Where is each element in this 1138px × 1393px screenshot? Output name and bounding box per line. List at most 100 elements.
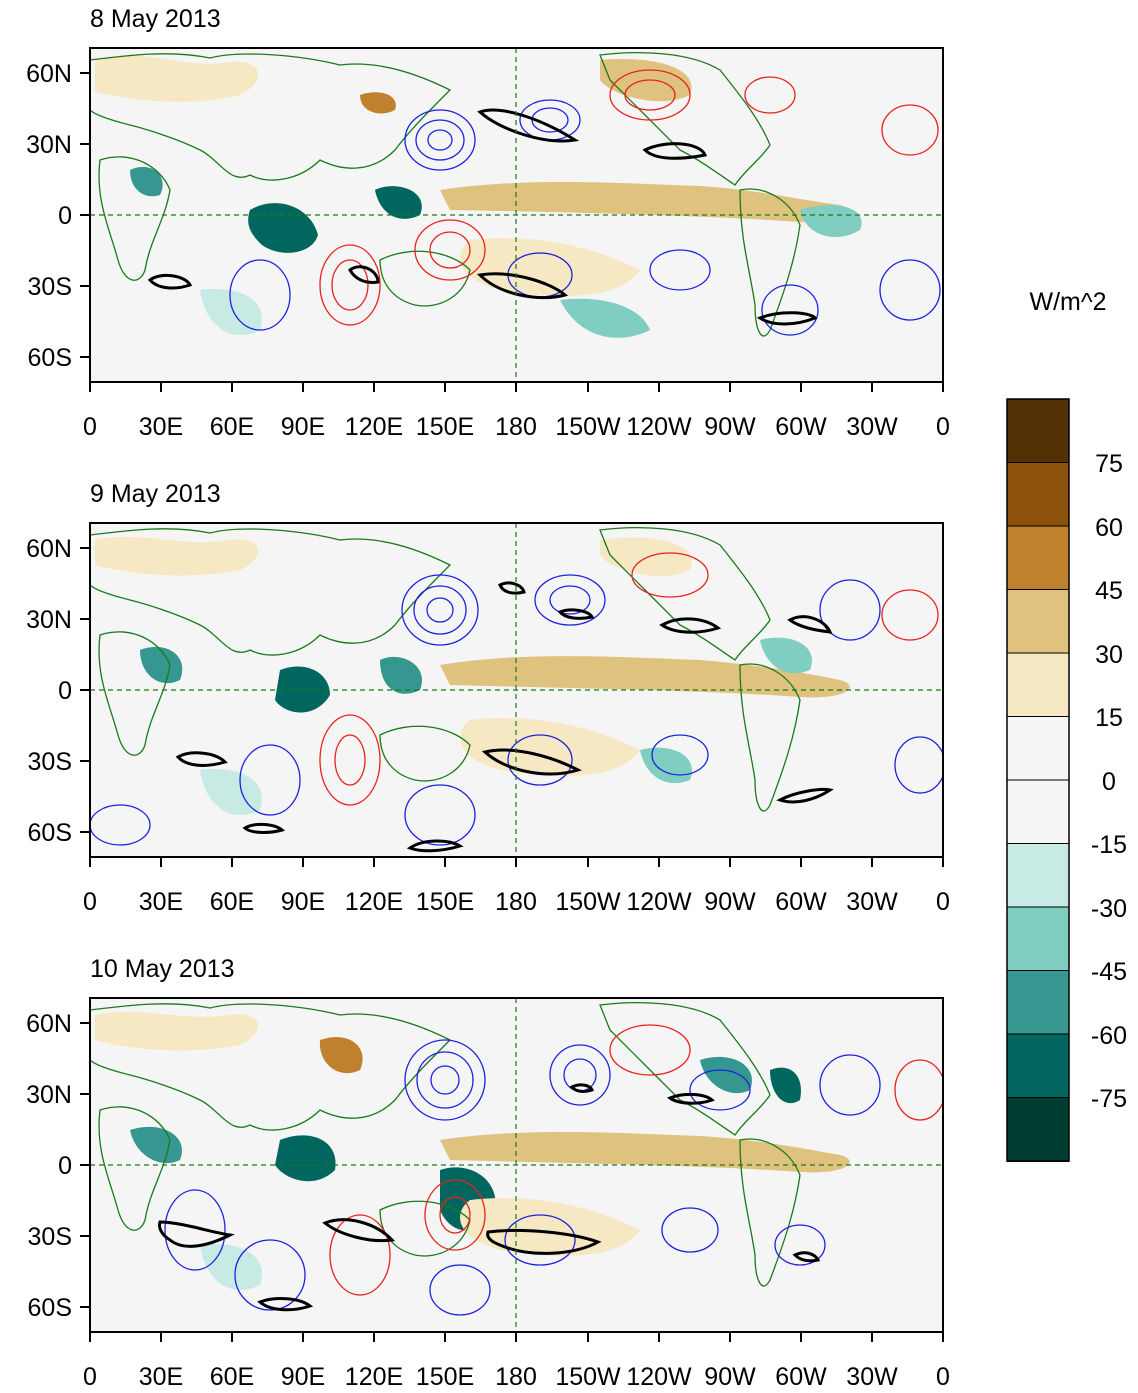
- lat-label: 60S: [28, 344, 72, 372]
- lat-label: 30S: [28, 1223, 72, 1251]
- lon-label: 30E: [139, 413, 183, 441]
- lat-ticks: [80, 547, 90, 833]
- lon-ticks: [89, 857, 944, 867]
- lon-label: 0: [936, 888, 950, 916]
- lat-label: 60N: [26, 1010, 72, 1038]
- colorbar-swatch: [1006, 652, 1070, 718]
- lon-ticks: [89, 382, 944, 392]
- colorbar-swatch: [1006, 1033, 1070, 1099]
- lon-label: 30E: [139, 888, 183, 916]
- lon-label: 90E: [281, 1363, 325, 1391]
- colorbar-swatch: [1006, 462, 1070, 527]
- colorbar-label: -45: [1091, 958, 1127, 986]
- lat-label: 0: [58, 677, 72, 705]
- lon-ticks: [89, 1332, 944, 1342]
- lon-label: 120E: [345, 413, 403, 441]
- colorbar-label: 0: [1102, 768, 1116, 796]
- land-layer: [90, 52, 801, 337]
- lon-label: 0: [83, 413, 97, 441]
- lat-labels: 60N 30N 0 30S 60S: [26, 535, 72, 847]
- lon-label: 120W: [626, 413, 692, 441]
- map-area: [90, 998, 943, 1332]
- lon-label: 90W: [704, 1363, 756, 1391]
- lat-label: 30S: [28, 273, 72, 301]
- lat-ticks: [80, 72, 90, 358]
- lon-label: 0: [83, 1363, 97, 1391]
- map-panel-2: 9 May 2013: [26, 480, 950, 916]
- colorbar-label: 30: [1095, 641, 1123, 669]
- lat-label: 60S: [28, 1294, 72, 1322]
- lon-label: 150E: [416, 888, 474, 916]
- lon-labels: 0 30E 60E 90E 120E 150E 180 150W 120W 90…: [83, 1363, 950, 1391]
- lon-labels: 0 30E 60E 90E 120E 150E 180 150W 120W 90…: [83, 888, 950, 916]
- lat-label: 60N: [26, 535, 72, 563]
- lon-label: 180: [495, 888, 537, 916]
- lon-label: 150E: [416, 413, 474, 441]
- reference-lines: [90, 523, 943, 857]
- lon-label: 150W: [555, 1363, 621, 1391]
- lat-labels: 60N 30N 0 30S 60S: [26, 60, 72, 372]
- lon-label: 90E: [281, 888, 325, 916]
- colorbar-swatch: [1006, 525, 1070, 591]
- lon-label: 60W: [775, 1363, 827, 1391]
- lon-label: 90E: [281, 413, 325, 441]
- lon-label: 60E: [210, 413, 254, 441]
- colorbar-labels: 75 60 45 30 15 0 -15 -30 -45 -60 -75: [1091, 450, 1127, 1113]
- colorbar-swatch: [1006, 970, 1070, 1035]
- panel-title: 9 May 2013: [90, 480, 221, 508]
- shading-layer: [95, 55, 862, 338]
- colorbar-label: 45: [1095, 577, 1123, 605]
- lon-label: 120E: [345, 1363, 403, 1391]
- lat-label: 0: [58, 202, 72, 230]
- lon-label: 180: [495, 413, 537, 441]
- land-layer: [90, 1002, 801, 1287]
- colorbar-label: -75: [1091, 1085, 1127, 1113]
- lon-label: 60W: [775, 888, 827, 916]
- reference-lines: [90, 998, 943, 1332]
- colorbar-swatch: [1006, 779, 1070, 845]
- colorbar-units: W/m^2: [1029, 288, 1106, 316]
- contour-layer: [147, 69, 941, 336]
- lon-label: 30W: [846, 1363, 898, 1391]
- colorbar-label: -60: [1091, 1022, 1127, 1050]
- lon-label: 150W: [555, 413, 621, 441]
- contour-layer: [158, 1024, 943, 1316]
- lon-label: 120W: [626, 888, 692, 916]
- colorbar-label: -30: [1091, 895, 1127, 923]
- colorbar-swatch: [1006, 843, 1070, 908]
- map-area: [90, 48, 943, 382]
- colorbar-swatch: [1006, 398, 1070, 464]
- lat-label: 0: [58, 1152, 72, 1180]
- lon-label: 30W: [846, 888, 898, 916]
- lat-label: 60N: [26, 60, 72, 88]
- lon-label: 120W: [626, 1363, 692, 1391]
- lon-label: 150E: [416, 1363, 474, 1391]
- land-layer: [90, 527, 801, 812]
- colorbar-swatch: [1006, 589, 1070, 654]
- lon-label: 180: [495, 1363, 537, 1391]
- map-area: [90, 523, 943, 857]
- lat-label: 30S: [28, 748, 72, 776]
- colorbar-label: 15: [1095, 704, 1123, 732]
- lon-label: 60E: [210, 888, 254, 916]
- reference-lines: [90, 48, 943, 382]
- colorbar-swatches: [1006, 398, 1070, 1162]
- lon-label: 90W: [704, 888, 756, 916]
- lon-label: 120E: [345, 888, 403, 916]
- colorbar-label: 60: [1095, 514, 1123, 542]
- lon-label: 0: [83, 888, 97, 916]
- panel-title: 10 May 2013: [90, 955, 235, 983]
- lat-labels: 60N 30N 0 30S 60S: [26, 1010, 72, 1322]
- lon-label: 30W: [846, 413, 898, 441]
- lon-label: 60E: [210, 1363, 254, 1391]
- panel-title: 8 May 2013: [90, 5, 221, 33]
- lon-label: 90W: [704, 413, 756, 441]
- colorbar-frame: [1006, 398, 1070, 1162]
- colorbar-label: 75: [1095, 450, 1123, 478]
- lat-label: 30N: [26, 606, 72, 634]
- colorbar-swatch: [1006, 1097, 1070, 1162]
- lat-label: 30N: [26, 131, 72, 159]
- lon-label: 30E: [139, 1363, 183, 1391]
- colorbar-swatch: [1006, 906, 1070, 972]
